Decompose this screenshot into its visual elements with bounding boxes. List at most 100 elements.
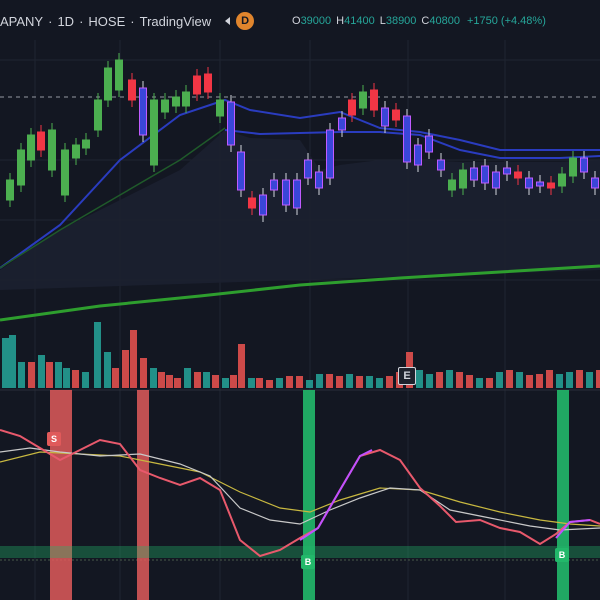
candle-body: [392, 109, 400, 121]
candle-body: [414, 144, 422, 166]
volume-bar: [486, 378, 493, 388]
volume-bar: [28, 362, 35, 388]
buy-signal-band: [303, 390, 315, 600]
volume-bar: [326, 374, 333, 388]
candle-body: [270, 179, 278, 191]
candle-body: [425, 135, 433, 153]
ma-medium-line: [0, 127, 226, 269]
candle-body: [128, 79, 136, 101]
volume-bar: [436, 372, 443, 388]
candle-body: [547, 182, 555, 189]
earnings-marker[interactable]: E: [398, 367, 416, 385]
volume-bar: [230, 375, 237, 388]
candle-body: [525, 177, 533, 189]
volume-bar: [296, 376, 303, 388]
volume-bar: [222, 378, 229, 388]
candle-body: [48, 129, 56, 171]
low-label: L: [379, 15, 386, 27]
oscillator-alt-segment: [299, 449, 373, 541]
candle-body: [338, 117, 346, 131]
buy-signal-band: [557, 390, 569, 600]
candle-body: [359, 91, 367, 109]
candle-body: [161, 99, 169, 113]
volume-bar: [184, 368, 191, 388]
symbol-legend[interactable]: APANY · 1D · HOSE · TradingView D: [0, 11, 255, 31]
collapse-left-icon[interactable]: [225, 17, 231, 25]
volume-bar: [174, 378, 181, 388]
volume-bar: [506, 370, 513, 388]
candle-body: [182, 91, 190, 107]
buy-signal-marker[interactable]: B: [555, 548, 569, 562]
volume-bar: [376, 378, 383, 388]
buy-signal-marker[interactable]: B: [301, 555, 315, 569]
volume-bar: [166, 375, 173, 388]
volume-bar: [356, 376, 363, 388]
candle-body: [370, 89, 378, 111]
candle-body: [150, 99, 158, 166]
volume-bar: [2, 338, 9, 388]
volume-bar: [212, 375, 219, 388]
volume-bar: [556, 374, 563, 388]
volume-bar: [526, 375, 533, 388]
candle-body: [82, 139, 90, 149]
candle-body: [17, 149, 25, 186]
volume-bar: [150, 368, 157, 388]
ma-cloud: [0, 130, 600, 290]
volume-bar: [496, 372, 503, 388]
candle-body: [204, 73, 212, 93]
candle-body: [448, 179, 456, 191]
volume-bar: [94, 322, 101, 388]
volume-bar: [38, 355, 45, 388]
oscillator-fast-line: [0, 429, 600, 558]
ma-long-line: [0, 264, 600, 322]
volume-bar: [122, 350, 129, 388]
candle-body: [293, 179, 301, 209]
candle-body: [569, 157, 577, 177]
ohlc-readout: O39000 H41400 L38900 C40800 +1750 (+4.48…: [292, 11, 546, 31]
channel-upper-line: [0, 98, 600, 269]
volume-bar: [516, 372, 523, 388]
candle-body: [94, 99, 102, 131]
volume-bar: [546, 370, 553, 388]
volume-bar: [18, 362, 25, 388]
volume-bar: [9, 335, 16, 388]
grid: [0, 40, 600, 600]
volume-bar: [194, 372, 201, 388]
candle-body: [282, 179, 290, 206]
volume-bar: [286, 376, 293, 388]
volume-bar: [130, 330, 137, 388]
high-value: 41400: [344, 15, 375, 27]
candlesticks: [6, 53, 599, 222]
candle-body: [172, 96, 180, 107]
candle-body: [459, 169, 467, 189]
volume-bar: [140, 358, 147, 388]
open-value: 39000: [300, 15, 332, 27]
low-value: 38900: [385, 15, 417, 27]
candle-body: [591, 177, 599, 189]
interval-label: 1D: [57, 13, 75, 29]
volume-bar: [476, 378, 483, 388]
oscillator-alt-segment: [555, 519, 591, 539]
candle-body: [304, 159, 312, 179]
volume-bar: [158, 372, 165, 388]
sell-signal-marker[interactable]: S: [47, 432, 61, 446]
sell-signal-band: [50, 390, 72, 600]
volume-bar: [72, 370, 79, 388]
volume-bar: [104, 352, 111, 388]
oscillator-zone: [0, 546, 600, 558]
candle-body: [61, 149, 69, 196]
volume-bar: [536, 374, 543, 388]
channel-mid-line: [224, 129, 600, 159]
timeframe-badge[interactable]: D: [236, 12, 255, 30]
candle-body: [6, 179, 14, 201]
candle-body: [139, 87, 147, 136]
candle-body: [492, 171, 500, 189]
candle-body: [481, 165, 489, 184]
volume-bar: [63, 368, 70, 388]
volume-bar: [55, 362, 62, 388]
candle-body: [37, 131, 45, 151]
volume-bar: [586, 372, 593, 388]
oscillator-slow-line: [0, 447, 600, 531]
candle-body: [315, 171, 323, 189]
